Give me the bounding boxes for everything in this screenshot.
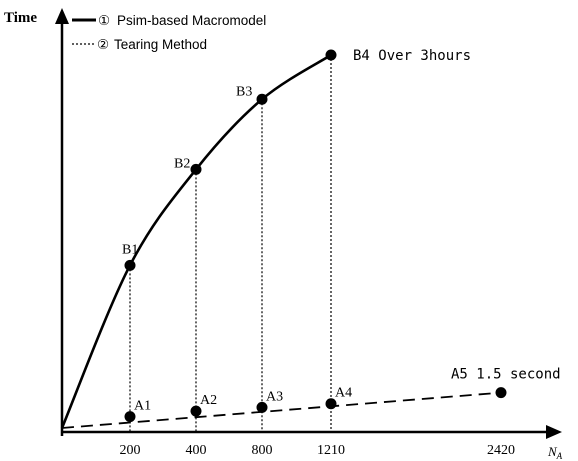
x-tick-label-800: 800 (252, 443, 273, 458)
series-line-tearing (61, 391, 502, 429)
series-line-macromodel (60, 53, 332, 429)
point-A2 (190, 405, 202, 417)
point-A3 (256, 401, 268, 413)
legend: ① Psim-based Macromodel ② Tearing Method (72, 13, 266, 52)
x-tick-label-400: 400 (186, 443, 207, 458)
x-axis-title-subscript: A (556, 451, 563, 461)
legend-marker-2: ② (97, 37, 109, 52)
point-B2 (190, 163, 202, 175)
point-A4 (325, 398, 337, 410)
point-label-A4: A4 (335, 386, 352, 401)
point-label-B2: B2 (174, 156, 190, 171)
x-tick-label-200: 200 (120, 443, 141, 458)
point-A5 (495, 387, 507, 399)
legend-entry-macromodel: ① Psim-based Macromodel (72, 13, 266, 28)
point-B1 (124, 259, 136, 271)
y-axis-title: Time (4, 10, 37, 26)
point-label-A3: A3 (266, 389, 283, 404)
y-axis-arrowhead (55, 8, 69, 24)
x-axis (62, 425, 562, 439)
point-labels: B1 B2 B3 B4 Over 3hours A1 A2 A3 A4 A5 1.5 secon… (122, 48, 561, 414)
legend-marker-1: ① (98, 13, 110, 28)
x-axis-arrowhead (546, 425, 562, 439)
point-label-A1: A1 (134, 399, 151, 414)
x-axis-title: NA (547, 444, 563, 461)
legend-label-2: Tearing Method (114, 37, 207, 52)
y-axis (55, 8, 69, 436)
annotation-B4: B4 Over 3hours (353, 48, 471, 64)
data-points (124, 49, 507, 423)
series-lines (60, 53, 502, 429)
point-B3 (256, 93, 268, 105)
point-B4 (325, 49, 337, 61)
legend-label-1: Psim-based Macromodel (117, 13, 266, 28)
legend-entry-tearing: ② Tearing Method (72, 37, 207, 52)
annotation-A5: A5 1.5 second (451, 367, 561, 383)
x-tick-labels: 200 400 800 1210 2420 (120, 443, 516, 458)
guide-lines (129, 55, 332, 432)
x-tick-label-1210: 1210 (317, 443, 345, 458)
point-A1 (124, 411, 136, 423)
x-tick-label-2420: 2420 (487, 443, 515, 458)
point-label-B3: B3 (236, 84, 252, 99)
point-label-A2: A2 (200, 393, 217, 408)
point-label-B1: B1 (122, 242, 138, 257)
